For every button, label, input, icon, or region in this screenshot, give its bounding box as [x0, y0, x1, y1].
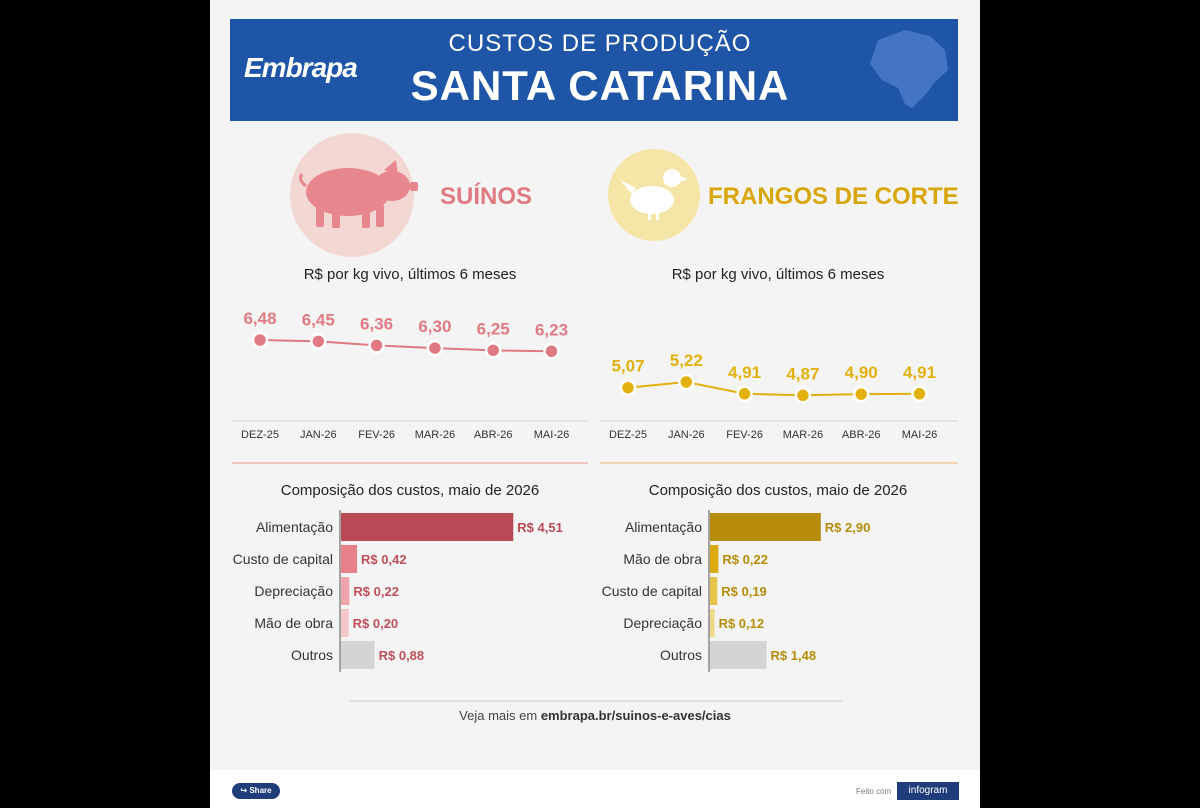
bar-chart-title-suinos: Composição dos custos, maio de 2026 — [280, 482, 540, 499]
data-point — [619, 379, 637, 396]
x-tick-label: FEV-26 — [358, 429, 395, 441]
bar-value-label: R$ 2,90 — [825, 520, 871, 535]
category-label: Outros — [291, 647, 333, 663]
data-label: 4,91 — [728, 363, 761, 382]
x-tick-label: DEZ-25 — [609, 429, 647, 441]
data-point — [543, 343, 560, 360]
bar — [710, 577, 718, 605]
bar — [710, 609, 715, 637]
x-tick-label: MAR-26 — [415, 429, 455, 441]
category-label: Depreciação — [254, 583, 333, 599]
data-point — [794, 387, 812, 404]
bar-chart-title-frangos: Composição dos custos, maio de 2026 — [648, 482, 908, 499]
data-label: 6,23 — [535, 320, 568, 339]
data-point — [484, 342, 502, 359]
data-point — [310, 333, 327, 350]
bar — [341, 577, 350, 605]
bar-value-label: R$ 1,48 — [771, 648, 817, 663]
bar-value-label: R$ 4,51 — [517, 520, 563, 535]
bar-value-label: R$ 0,22 — [722, 552, 768, 567]
more-link[interactable]: embrapa.br/suinos-e-aves/cias — [540, 708, 731, 723]
bar-chart-frangos: Alimentação R$ 2,90 Mão de obra R$ 0,22 Cust… — [602, 510, 871, 672]
line-chart-frangos: 5,07 DEZ-25 5,22 JAN-26 4,91 FEV-26 4,87 MAR-26… — [609, 351, 937, 441]
x-tick-label: MAI-26 — [534, 429, 569, 441]
category-label: Custo de capital — [602, 583, 702, 599]
x-tick-label: ABR-26 — [842, 429, 881, 441]
embrapa-logo: Embrapa — [244, 52, 358, 83]
bar-value-label: R$ 0,20 — [353, 616, 399, 631]
frangos-title: FRANGOS DE CORTE — [708, 183, 959, 210]
data-point — [852, 385, 870, 403]
data-label: 6,48 — [243, 309, 276, 328]
category-label: Alimentação — [256, 519, 333, 535]
bar-value-label: R$ 0,19 — [721, 584, 767, 599]
infogram-logo[interactable]: infogram — [897, 782, 959, 800]
data-point — [736, 385, 753, 403]
more-info-text: Veja mais em embrapa.br/suinos-e-aves/ci… — [350, 708, 840, 723]
suinos-title: SUÍNOS — [440, 183, 533, 210]
bar — [341, 609, 349, 637]
category-label: Mão de obra — [623, 551, 702, 567]
x-tick-label: JAN-26 — [300, 429, 337, 441]
more-prefix: Veja mais em — [459, 708, 541, 723]
data-label: 6,36 — [360, 314, 393, 333]
data-label: 4,90 — [845, 363, 878, 382]
share-button[interactable]: ↪ Share — [232, 783, 280, 799]
category-label: Depreciação — [623, 615, 702, 631]
x-tick-label: ABR-26 — [474, 429, 513, 441]
line-chart-title-suinos: R$ por kg vivo, últimos 6 meses — [303, 266, 517, 283]
bar — [710, 641, 767, 669]
x-tick-label: MAI-26 — [902, 429, 937, 441]
category-label: Alimentação — [625, 519, 702, 535]
data-label: 5,07 — [611, 357, 644, 376]
bar-value-label: R$ 0,12 — [719, 616, 765, 631]
bar — [710, 513, 821, 541]
data-point — [426, 339, 444, 357]
bar — [341, 545, 358, 573]
header-subtitle: CUSTOS DE PRODUÇÃO — [448, 30, 752, 57]
data-label: 6,30 — [418, 317, 451, 336]
category-label: Mão de obra — [254, 615, 333, 631]
x-tick-label: MAR-26 — [783, 429, 823, 441]
x-tick-label: JAN-26 — [668, 429, 705, 441]
bar-value-label: R$ 0,42 — [361, 552, 407, 567]
chicken-icon — [620, 169, 688, 220]
data-point — [678, 373, 695, 391]
data-point — [911, 385, 928, 403]
share-label: Share — [249, 786, 272, 795]
data-label: 6,45 — [302, 310, 335, 329]
footer-bar — [210, 770, 980, 808]
data-label: 6,25 — [477, 319, 510, 338]
header-banner — [230, 19, 958, 121]
data-point — [251, 331, 269, 349]
data-point — [368, 337, 385, 354]
category-label: Outros — [660, 647, 702, 663]
bar-value-label: R$ 0,22 — [353, 584, 399, 599]
data-label: 5,22 — [670, 351, 703, 370]
bar — [341, 513, 514, 541]
brazil-map-icon — [870, 30, 948, 108]
pig-icon — [299, 160, 418, 228]
bar-value-label: R$ 0,88 — [379, 648, 425, 663]
series-line — [259, 339, 552, 353]
x-tick-label: DEZ-25 — [241, 429, 279, 441]
category-label: Custo de capital — [233, 551, 333, 567]
data-label: 4,87 — [786, 364, 819, 383]
bar — [341, 641, 375, 669]
series-line — [627, 380, 920, 397]
x-tick-label: FEV-26 — [726, 429, 763, 441]
line-chart-title-frangos: R$ por kg vivo, últimos 6 meses — [671, 266, 885, 283]
bar — [710, 545, 719, 573]
header-title: SANTA CATARINA — [410, 62, 790, 109]
line-chart-suinos: 6,48 DEZ-25 6,45 JAN-26 6,36 FEV-26 6,30 MAR-26… — [241, 309, 569, 441]
data-label: 4,91 — [903, 363, 936, 382]
made-with-text: Feito com — [856, 787, 892, 796]
bar-chart-suinos: Alimentação R$ 4,51 Custo de capital R$ 0,4… — [233, 510, 563, 672]
